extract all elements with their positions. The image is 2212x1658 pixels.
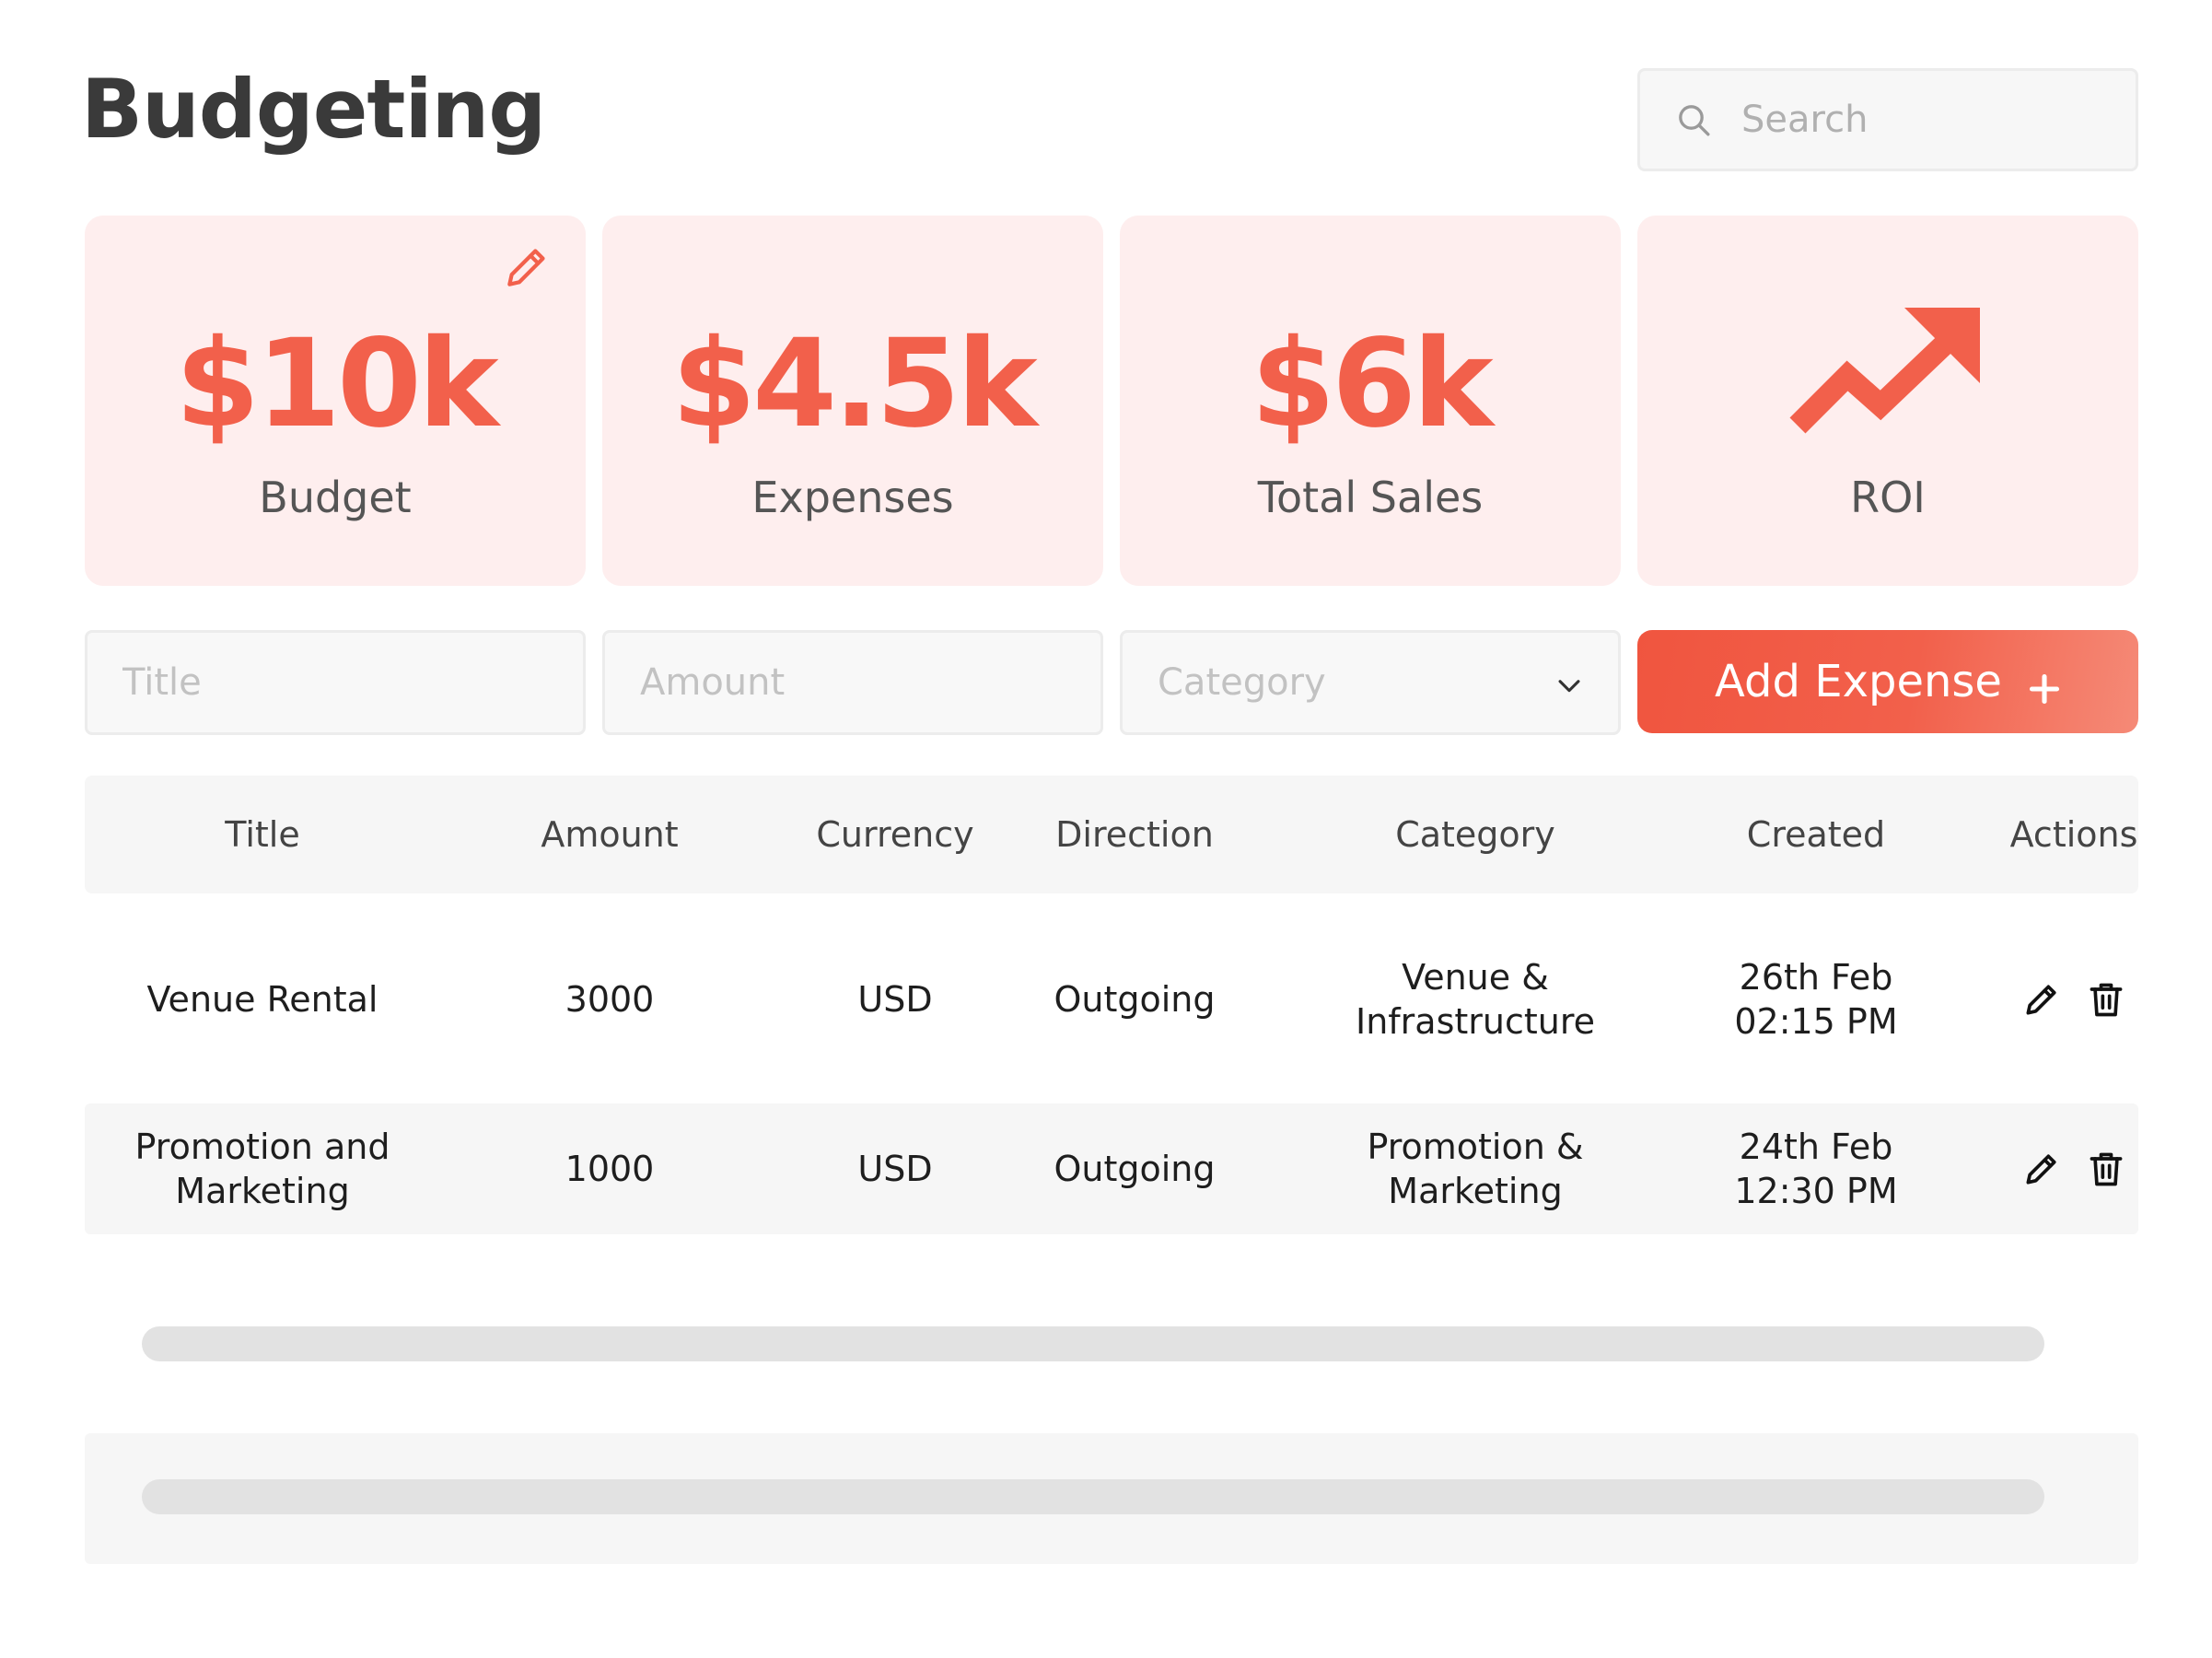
title-input[interactable] [85,630,586,735]
total-sales-card: $6k Total Sales [1120,216,1621,586]
row-actions [2021,1149,2126,1189]
budget-label: Budget [259,473,412,522]
row-currency: USD [857,1149,933,1189]
column-header-created: Created [1746,814,1886,855]
row-currency: USD [857,979,933,1020]
table-row: Venue Rental 3000 USD Outgoing Venue & I… [85,912,2138,1087]
add-expense-form: Category Add Expense [85,630,2138,735]
row-created: 24th Feb 12:30 PM [1734,1127,1898,1211]
add-expense-button[interactable]: Add Expense [1637,630,2138,733]
loading-skeleton-bar [142,1479,2044,1514]
category-select-value: Category [1158,661,1326,704]
delete-trash-icon[interactable] [2086,979,2126,1020]
expenses-value: $4.5k [671,313,1037,455]
budget-value: $10k [175,313,498,455]
column-header-actions: Actions [2009,814,2138,855]
row-direction: Outgoing [1054,979,1216,1020]
table-row: Promotion and Marketing 1000 USD Outgoin… [85,1103,2138,1234]
row-actions [2021,979,2126,1020]
loading-skeleton-bar [142,1326,2044,1361]
roi-card: ROI [1637,216,2138,586]
add-expense-label: Add Expense [1715,656,2002,707]
total-sales-label: Total Sales [1257,473,1484,522]
column-header-direction: Direction [1055,814,1214,855]
total-sales-value: $6k [1251,313,1493,455]
roi-label: ROI [1850,473,1926,522]
row-amount: 3000 [565,979,655,1020]
budget-card: $10k Budget [85,216,586,586]
plus-icon [2028,665,2061,705]
delete-trash-icon[interactable] [2086,1149,2126,1189]
row-title: Promotion and Marketing [134,1127,390,1211]
search-input[interactable] [1741,99,2128,141]
column-header-category: Category [1395,814,1555,855]
page-title: Budgeting [81,62,546,157]
search-box[interactable] [1637,68,2138,171]
edit-pencil-icon[interactable] [2021,1149,2062,1189]
edit-pencil-icon[interactable] [2021,979,2062,1020]
row-created: 26th Feb 02:15 PM [1734,957,1898,1042]
expenses-card: $4.5k Expenses [602,216,1103,586]
search-icon [1673,99,1714,140]
table-header: Title Amount Currency Direction Category… [85,776,2138,893]
category-select[interactable]: Category [1120,630,1621,735]
trending-up-icon [1785,304,1991,442]
column-header-title: Title [225,814,300,855]
row-amount: 1000 [565,1149,655,1189]
chevron-down-icon [1554,670,1585,701]
column-header-amount: Amount [541,814,679,855]
loading-skeleton-row [85,1433,2138,1564]
expenses-label: Expenses [751,473,954,522]
stats-row: $10k Budget $4.5k Expenses $6k Total Sal… [85,216,2138,586]
column-header-currency: Currency [816,814,974,855]
edit-budget-pencil-icon[interactable] [501,241,553,293]
row-title: Venue Rental [146,979,378,1020]
row-direction: Outgoing [1054,1149,1216,1189]
row-category: Promotion & Marketing [1367,1127,1584,1211]
amount-input[interactable] [602,630,1103,735]
row-category: Venue & Infrastructure [1355,957,1596,1042]
